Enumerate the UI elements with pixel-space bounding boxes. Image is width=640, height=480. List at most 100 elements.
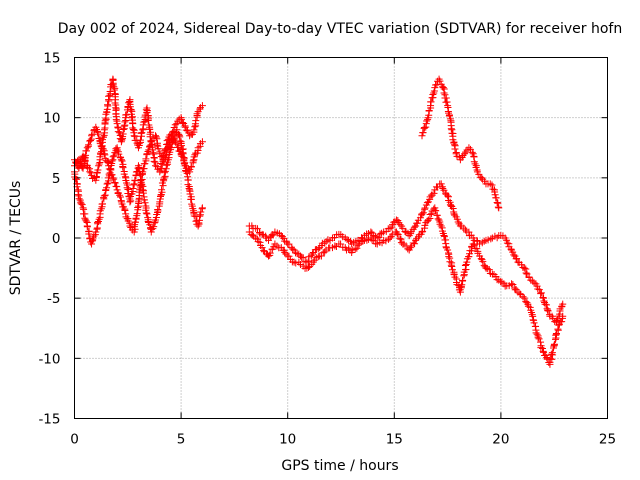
data-point-fill (477, 255, 485, 263)
data-point (418, 132, 426, 140)
data-point-fill (94, 218, 102, 226)
data-point (88, 132, 96, 140)
data-point-fill (114, 128, 122, 136)
x-tick-label: 25 (599, 432, 616, 448)
data-point-fill (150, 219, 158, 227)
data-point-fill (85, 230, 93, 238)
data-point-fill (137, 129, 145, 137)
data-point-fill (419, 209, 427, 217)
y-tick-label: 5 (52, 171, 61, 187)
data-point-fill (110, 152, 118, 160)
data-point-fill (534, 285, 542, 293)
data-point-fill (133, 210, 141, 218)
data-point-fill (535, 335, 543, 343)
data-point-fill (78, 201, 86, 209)
data-point-fill (440, 186, 448, 194)
data-point (139, 126, 147, 134)
data-point-fill (419, 129, 427, 137)
data-point (105, 162, 113, 170)
data-point-fill (81, 214, 89, 222)
data-point (139, 168, 147, 176)
data-point-fill (543, 301, 551, 309)
data-point-fill (121, 206, 129, 214)
data-point (486, 180, 494, 188)
data-point-fill (426, 211, 434, 219)
y-tick-label: 10 (43, 111, 60, 127)
data-point-fill (541, 300, 549, 308)
data-point-fill (507, 245, 515, 253)
data-point-fill (92, 173, 100, 181)
data-point-fill (422, 123, 430, 131)
data-point-fill (391, 218, 399, 226)
data-point-fill (552, 331, 560, 339)
data-point-fill (410, 223, 418, 231)
data-point-fill (88, 130, 96, 138)
data-point-fill (534, 334, 542, 342)
data-point-fill (153, 141, 161, 149)
data-point-fill (371, 233, 379, 241)
data-point-fill (492, 194, 500, 202)
data-point-fill (171, 121, 179, 129)
data-point-fill (95, 160, 103, 168)
data-point-fill (165, 139, 173, 147)
data-point-fill (493, 198, 501, 206)
data-point-fill (446, 258, 454, 266)
data-point (130, 180, 138, 188)
data-point-fill (443, 98, 451, 106)
data-point-fill (299, 254, 307, 262)
data-point-fill (548, 349, 556, 357)
data-point-fill (461, 261, 469, 269)
data-point-fill (99, 133, 107, 141)
data-point-fill (485, 266, 493, 274)
data-point (559, 312, 567, 320)
data-point-fill (189, 157, 197, 165)
data-point-fill (552, 330, 560, 337)
data-point (439, 84, 447, 92)
data-point (482, 264, 490, 272)
data-point-fill (544, 307, 552, 315)
data-point-fill (184, 181, 192, 189)
data-point (134, 162, 142, 170)
data-point-fill (146, 221, 154, 229)
data-point (290, 246, 298, 254)
data-point-fill (191, 123, 199, 131)
data-point-fill (459, 276, 467, 284)
data-point-fill (530, 319, 538, 327)
data-point-fill (304, 263, 312, 271)
data-point-fill (134, 204, 142, 212)
data-point-fill (77, 200, 85, 208)
data-point-fill (266, 249, 274, 257)
data-point-fill (150, 223, 158, 231)
data-point-fill (109, 153, 117, 161)
data-point-fill (82, 147, 90, 155)
data-point-fill (74, 157, 82, 165)
data-point-fill (102, 186, 110, 194)
data-point-fill (85, 141, 93, 149)
data-point-fill (119, 164, 127, 172)
data-point (495, 204, 503, 212)
data-point (126, 198, 134, 206)
data-point (386, 234, 394, 242)
data-point-fill (87, 136, 95, 144)
data-point (147, 138, 155, 146)
data-point-fill (368, 236, 376, 244)
data-point (469, 240, 477, 248)
data-point-fill (86, 168, 94, 176)
data-point-fill (429, 90, 437, 98)
data-point-fill (103, 180, 111, 188)
data-point-fill (273, 242, 281, 250)
data-point-fill (90, 232, 98, 240)
data-point-fill (537, 289, 545, 297)
data-point-fill (471, 160, 479, 168)
data-point-fill (445, 109, 453, 117)
data-point-fill (153, 135, 161, 143)
data-point-fill (537, 290, 545, 298)
y-tick-label: -10 (38, 351, 60, 367)
x-tick-label: 0 (70, 432, 79, 448)
data-point-fill (110, 175, 118, 183)
data-point-fill (376, 230, 384, 238)
data-point (461, 150, 469, 158)
data-point-fill (434, 215, 442, 223)
data-point-fill (144, 116, 152, 124)
data-point-fill (96, 149, 104, 157)
